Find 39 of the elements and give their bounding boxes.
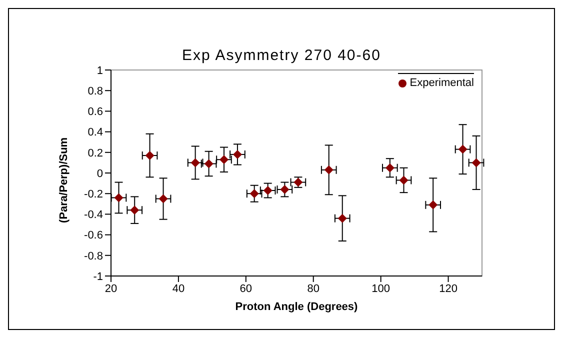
point (250, 189, 259, 198)
y-tick-label: 0.4 (88, 126, 103, 139)
y-tick-label: -0.8 (84, 250, 103, 262)
y-axis-title: (Para/Perp)/Sum (58, 137, 70, 223)
y-tick-label: 0.6 (88, 106, 103, 118)
chart-title: Exp Asymmetry 270 40-60 (181, 47, 382, 64)
point (190, 158, 200, 168)
point (204, 159, 214, 168)
y-tick-label: 0 (96, 168, 103, 180)
legend-label: Experimental (410, 77, 474, 89)
point (219, 155, 228, 164)
x-tick-label: 80 (307, 282, 320, 295)
point (324, 165, 334, 174)
y-tick-label: -0.6 (84, 230, 103, 242)
y-tick-label: 0.2 (88, 147, 103, 160)
point (472, 158, 481, 168)
point (114, 193, 124, 202)
point (399, 176, 408, 185)
y-tick-label: -1 (93, 270, 103, 283)
point (338, 214, 347, 223)
x-tick-label: 120 (439, 282, 458, 295)
point (130, 206, 140, 215)
point (263, 186, 272, 196)
point (232, 150, 242, 159)
x-tick-label: 20 (104, 282, 118, 295)
point (458, 144, 468, 154)
x-tick-label: 100 (372, 282, 390, 295)
point (385, 163, 394, 172)
y-tick-label: -0.4 (84, 209, 103, 222)
point (145, 150, 154, 160)
y-tick-label: 0.8 (88, 86, 103, 98)
point (158, 194, 168, 204)
x-tick-label: 60 (240, 282, 252, 295)
y-tick-label: 1 (96, 64, 103, 77)
x-axis-title: Proton Angle (Degrees) (235, 301, 358, 313)
y-tick-label: -0.2 (84, 188, 103, 201)
point (428, 200, 438, 210)
point (280, 184, 290, 194)
x-tick-label: 40 (172, 282, 185, 295)
